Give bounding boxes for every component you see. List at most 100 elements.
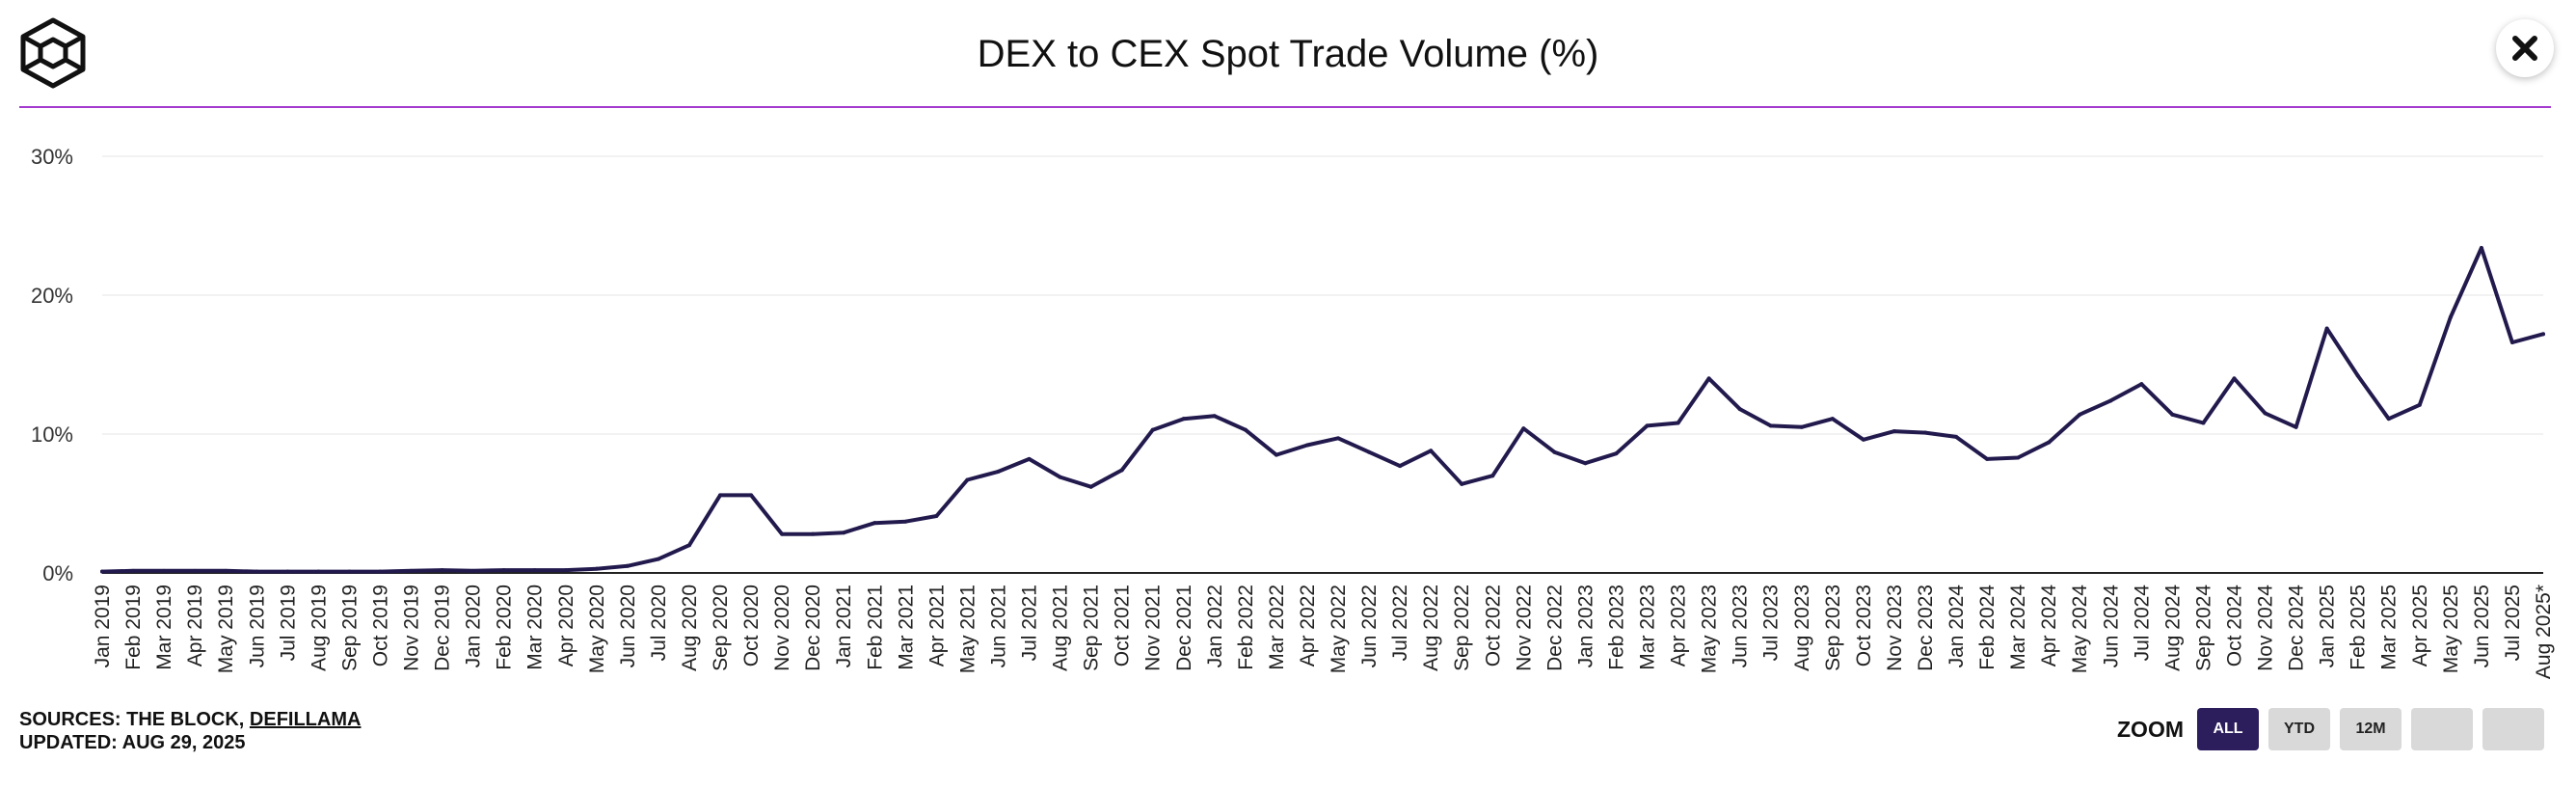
close-button[interactable] [2496,19,2554,77]
zoom-label: ZOOM [2117,716,2184,742]
data-point[interactable] [2201,421,2206,425]
data-point[interactable] [872,521,877,526]
data-point[interactable] [1336,436,1341,441]
data-point[interactable] [1243,427,1248,432]
x-tick-label: Feb 2025 [2348,585,2370,670]
zoom-12m-button[interactable]: 12M [2340,708,2402,750]
data-point[interactable] [1645,423,1650,428]
data-point[interactable] [780,531,785,536]
data-point[interactable] [1119,468,1124,473]
data-point[interactable] [2294,424,2298,429]
data-point[interactable] [2016,455,2021,460]
data-point[interactable] [1985,456,1990,461]
x-tick-label: Jun 2022 [1358,585,1381,667]
data-point[interactable] [2479,246,2483,251]
data-point[interactable] [842,531,846,535]
data-point[interactable] [1367,449,1372,454]
data-point[interactable] [1706,376,1711,381]
zoom-button-5[interactable] [2482,708,2544,750]
data-point[interactable] [409,568,414,573]
data-point[interactable] [1429,449,1434,453]
data-point[interactable] [1490,474,1495,478]
data-point[interactable] [1922,430,1927,435]
data-point[interactable] [1181,417,1186,422]
data-point[interactable] [2078,412,2082,417]
x-tick-label: May 2025 [2440,585,2462,673]
data-point[interactable] [811,531,816,536]
zoom-all-button[interactable]: ALL [2197,708,2259,750]
data-point[interactable] [2170,412,2175,417]
data-point[interactable] [378,569,383,574]
data-point[interactable] [100,569,104,574]
data-point[interactable] [1861,437,1865,442]
data-point[interactable] [285,569,290,574]
x-tick-label: Dec 2023 [1915,585,1937,671]
data-point[interactable] [903,519,908,524]
data-point[interactable] [162,568,167,573]
data-point[interactable] [2417,402,2422,407]
data-point[interactable] [1892,429,1896,434]
data-point[interactable] [1212,414,1217,419]
data-point[interactable] [131,568,136,573]
data-point[interactable] [686,543,691,548]
data-point[interactable] [563,568,568,573]
data-point[interactable] [1274,452,1278,457]
data-point[interactable] [1088,484,1093,489]
data-point[interactable] [2232,376,2237,381]
data-point[interactable] [1583,461,1588,466]
zoom-button-4[interactable] [2411,708,2473,750]
x-tick-label: Mar 2021 [895,585,917,670]
data-point[interactable] [1830,417,1835,422]
data-point[interactable] [1552,449,1557,454]
data-point[interactable] [1150,427,1155,432]
data-point[interactable] [224,568,228,573]
data-point[interactable] [2108,398,2113,403]
data-point[interactable] [532,568,537,573]
data-point[interactable] [2509,340,2514,344]
data-point[interactable] [625,563,630,568]
data-point[interactable] [1027,456,1032,461]
data-point[interactable] [470,568,475,573]
data-point[interactable] [2541,332,2545,337]
data-point[interactable] [501,568,506,573]
data-point[interactable] [965,477,970,482]
data-point[interactable] [2386,417,2391,422]
data-point[interactable] [1058,475,1062,479]
defillama-link[interactable]: DEFILLAMA [249,709,362,730]
data-point[interactable] [1460,481,1464,486]
data-point[interactable] [2139,382,2144,387]
data-point[interactable] [1676,421,1680,425]
data-point[interactable] [656,557,660,561]
data-point[interactable] [594,566,599,571]
data-point[interactable] [2448,315,2453,320]
data-point[interactable] [316,569,321,574]
data-point[interactable] [1737,407,1742,412]
x-tick-label: Feb 2023 [1605,585,1627,670]
data-point[interactable] [193,568,198,573]
data-point[interactable] [996,469,1001,474]
data-point[interactable] [255,569,259,574]
data-point[interactable] [718,493,723,498]
header-divider [19,106,2551,108]
data-point[interactable] [1614,451,1619,456]
data-point[interactable] [2355,373,2360,378]
x-tick-label: Dec 2024 [2286,585,2308,671]
data-point[interactable] [1768,423,1773,428]
data-point[interactable] [2047,440,2052,445]
x-tick-label: Mar 2022 [1266,585,1288,670]
x-tick-label: Jan 2022 [1204,585,1226,667]
x-tick-label: Aug 2020 [679,585,701,671]
data-point[interactable] [934,513,939,518]
data-point[interactable] [1954,434,1959,439]
data-point[interactable] [749,493,754,498]
data-point[interactable] [1304,443,1309,448]
data-point[interactable] [1799,424,1804,429]
x-tick-label: Sep 2022 [1451,585,1473,671]
data-point[interactable] [440,568,444,573]
data-point[interactable] [347,569,352,574]
data-point[interactable] [2263,411,2267,416]
data-point[interactable] [1521,426,1526,431]
zoom-ytd-button[interactable]: YTD [2268,708,2330,750]
data-point[interactable] [2324,326,2329,331]
data-point[interactable] [1398,464,1403,469]
